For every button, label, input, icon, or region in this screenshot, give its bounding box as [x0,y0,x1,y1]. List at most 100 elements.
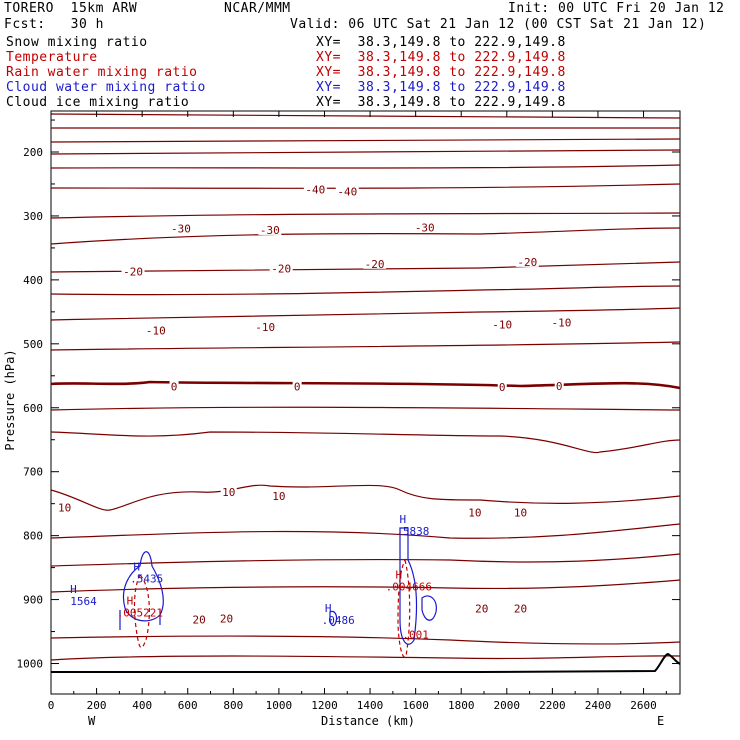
rainwater-contours [133,558,411,658]
temperature-label: 20 [514,602,527,615]
x-axis-title: Distance (km) [321,714,415,728]
temperature-label-bg [220,486,237,498]
temperature-label: 20 [220,613,233,626]
temperature-label-bg [269,262,293,274]
model-title: TORERO 15km ARW [4,1,138,16]
temperature-label-bg [292,380,302,392]
temperature-label-bg [512,506,529,518]
temperature-label: 20 [193,613,206,626]
temperature-label-bg [270,489,287,501]
cloudwater-contours [119,527,437,645]
legend-cloudice-label: Cloud ice mixing ratio [6,95,190,110]
temperature-labels: -40 -40 -30 -30 -30 -20 -20 -20 -20 -10 -10 -10 -10 0… [56,183,573,626]
temperature-label-bg [466,506,483,518]
temperature-label: 10 [222,486,235,499]
temperature-label: -30 [260,224,280,237]
legend-cloudwater-label: Cloud water mixing ratio [6,80,206,95]
temperature-label: -20 [123,265,143,278]
axis-tick-labels: 0 200 400 600 800 1000 1200 1400 1600 1800 2000 220… [17,146,657,712]
temperature-label: -20 [517,256,537,269]
temperature-label: 10 [272,490,285,503]
temperature-label: 10 [58,501,71,514]
legend-rain-xy: XY= 38.3,149.8 to 222.9,149.8 [316,65,566,80]
maximum-mark: H [395,568,402,581]
east-label: E [657,714,664,728]
y-axis-title: Pressure (hPa) [3,349,17,450]
x-tick-label: 0 [48,699,55,712]
x-tick-label: 1400 [357,699,384,712]
y-tick-label: 1000 [17,658,44,671]
temperature-label-bg [512,602,529,614]
x-tick-label: 2200 [539,699,566,712]
maximum-value: .004666 [386,580,432,593]
maximum-value: 1564 [70,595,97,608]
maximum-value: .0486 [322,614,355,627]
y-tick-label: 700 [23,466,43,479]
temperature-label-bg [121,265,145,277]
temperature-label: -20 [365,258,385,271]
temperature-label-bg [144,324,168,336]
temperature-label-bg [554,379,564,391]
x-tick-label: 600 [178,699,198,712]
temperature-label-bg [473,602,490,614]
x-tick-label: 800 [223,699,243,712]
y-tick-label: 900 [23,594,43,607]
temperature-label: 0 [499,381,506,394]
temperature-label: 0 [294,381,301,394]
maximum-value: .5435 [130,572,163,585]
temperature-label: 10 [468,507,481,520]
maximum-value: .001 [402,628,429,641]
maximum-mark: H [70,583,77,596]
temperature-label-bg [363,257,387,269]
temperature-label: -10 [552,317,572,330]
temperature-label-bg [413,221,437,233]
temperature-label: -10 [255,321,275,334]
maximum-value: .5838 [396,525,429,538]
org-label: NCAR/MMM [224,1,291,16]
maximum-mark: H [399,513,406,526]
legend-temperature-xy: XY= 38.3,149.8 to 222.9,149.8 [316,50,566,65]
init-time: Init: 00 UTC Fri 20 Jan 12 [508,1,725,16]
x-tick-label: 2000 [494,699,521,712]
valid-time: Valid: 06 UTC Sat 21 Jan 12 (00 CST Sat … [290,17,707,32]
temperature-label-bg [303,183,327,195]
temperature-label: 0 [556,380,563,393]
legend-rain-label: Rain water mixing ratio [6,65,198,80]
x-tick-label: 2400 [585,699,612,712]
legend-snow-label: Snow mixing ratio [6,35,148,50]
x-tick-label: 1800 [448,699,475,712]
temperature-label: -20 [271,262,291,275]
temperature-label-bg [253,321,277,333]
temperature-label: -10 [146,324,166,337]
temperature-label-bg [258,223,282,235]
temperature-label-bg [335,185,359,197]
temperature-label-bg [191,613,208,625]
axis-ticks [50,111,680,694]
temperature-label: 20 [475,602,488,615]
x-tick-label: 1200 [311,699,338,712]
temperature-label: -40 [305,184,325,197]
x-tick-label: 200 [87,699,107,712]
legend-cloudwater-xy: XY= 38.3,149.8 to 222.9,149.8 [316,80,566,95]
y-tick-label: 200 [23,146,43,159]
plot-frame [50,110,681,695]
temperature-label-bg [169,222,193,234]
temperature-label-bg [169,380,179,392]
y-tick-label: 500 [23,338,43,351]
maximum-mark: H [127,594,134,607]
temperature-label: -40 [337,186,357,199]
legend-cloudice-xy: XY= 38.3,149.8 to 222.9,149.8 [316,95,566,110]
temperature-label: -10 [492,319,512,332]
legend-snow-xy: XY= 38.3,149.8 to 222.9,149.8 [316,35,566,50]
x-tick-label: 400 [132,699,152,712]
x-tick-label: 2600 [630,699,657,712]
temperature-label: -30 [415,221,435,234]
maximum-mark: H [133,560,140,573]
temperature-label-bg [490,318,514,330]
temperature-label: -30 [171,223,191,236]
temperature-label-bg [497,381,507,393]
maximum-mark: H [325,602,332,615]
terrain-line [51,652,681,673]
